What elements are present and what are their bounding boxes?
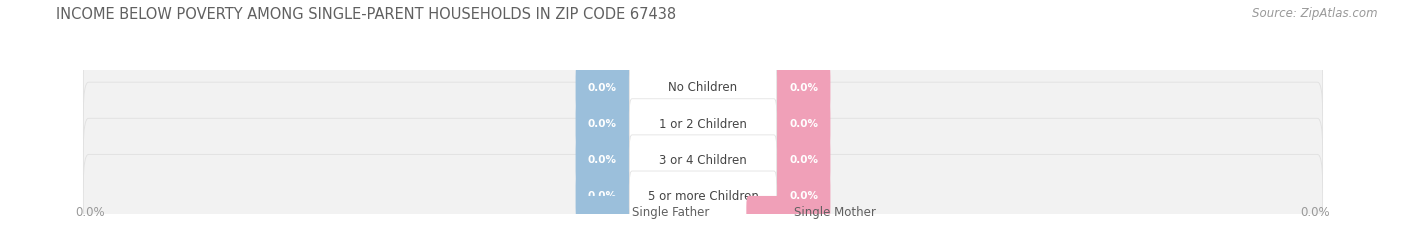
FancyBboxPatch shape [630, 171, 776, 222]
Text: 1 or 2 Children: 1 or 2 Children [659, 118, 747, 130]
Text: No Children: No Children [668, 82, 738, 94]
Text: Single Father: Single Father [631, 206, 709, 219]
Text: 0.0%: 0.0% [588, 83, 617, 93]
Text: INCOME BELOW POVERTY AMONG SINGLE-PARENT HOUSEHOLDS IN ZIP CODE 67438: INCOME BELOW POVERTY AMONG SINGLE-PARENT… [56, 7, 676, 22]
FancyBboxPatch shape [575, 135, 630, 185]
Text: 5 or more Children: 5 or more Children [648, 190, 758, 203]
FancyBboxPatch shape [776, 99, 831, 149]
Text: 3 or 4 Children: 3 or 4 Children [659, 154, 747, 167]
FancyBboxPatch shape [630, 99, 776, 149]
Text: Single Mother: Single Mother [793, 206, 876, 219]
FancyBboxPatch shape [776, 135, 831, 185]
FancyBboxPatch shape [575, 63, 630, 113]
Text: 0.0%: 0.0% [588, 191, 617, 201]
FancyBboxPatch shape [630, 135, 776, 185]
Text: 0.0%: 0.0% [588, 119, 617, 129]
Text: 0.0%: 0.0% [789, 191, 818, 201]
FancyBboxPatch shape [575, 171, 630, 222]
FancyBboxPatch shape [585, 196, 624, 231]
Text: 0.0%: 0.0% [1301, 206, 1330, 219]
FancyBboxPatch shape [747, 196, 786, 231]
Text: 0.0%: 0.0% [789, 155, 818, 165]
Text: 0.0%: 0.0% [76, 206, 105, 219]
Text: Source: ZipAtlas.com: Source: ZipAtlas.com [1253, 7, 1378, 20]
FancyBboxPatch shape [630, 63, 776, 113]
FancyBboxPatch shape [83, 118, 1323, 202]
FancyBboxPatch shape [776, 171, 831, 222]
Text: 0.0%: 0.0% [789, 119, 818, 129]
FancyBboxPatch shape [776, 63, 831, 113]
Text: 0.0%: 0.0% [789, 83, 818, 93]
Text: 0.0%: 0.0% [588, 155, 617, 165]
FancyBboxPatch shape [83, 154, 1323, 233]
FancyBboxPatch shape [575, 99, 630, 149]
FancyBboxPatch shape [83, 46, 1323, 130]
FancyBboxPatch shape [83, 82, 1323, 166]
